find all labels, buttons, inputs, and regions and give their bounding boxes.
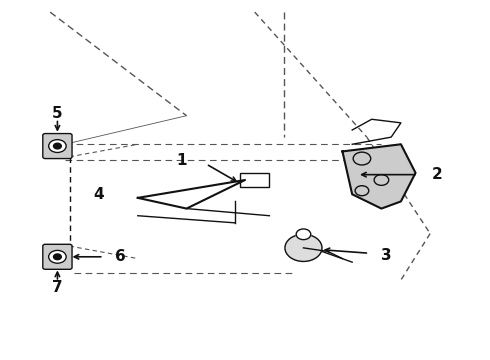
Text: 7: 7 [52,280,63,296]
Text: 6: 6 [115,249,126,264]
Circle shape [53,143,61,149]
Circle shape [49,140,66,153]
Polygon shape [343,144,416,208]
Text: 5: 5 [52,107,63,121]
Circle shape [49,250,66,263]
FancyBboxPatch shape [43,244,72,269]
Text: 3: 3 [381,248,392,262]
Bar [240,173,270,187]
Text: 4: 4 [94,187,104,202]
Circle shape [285,234,322,261]
Circle shape [53,254,61,260]
Text: 1: 1 [176,153,187,168]
Circle shape [296,229,311,240]
Text: 2: 2 [432,167,443,182]
FancyBboxPatch shape [43,134,72,158]
